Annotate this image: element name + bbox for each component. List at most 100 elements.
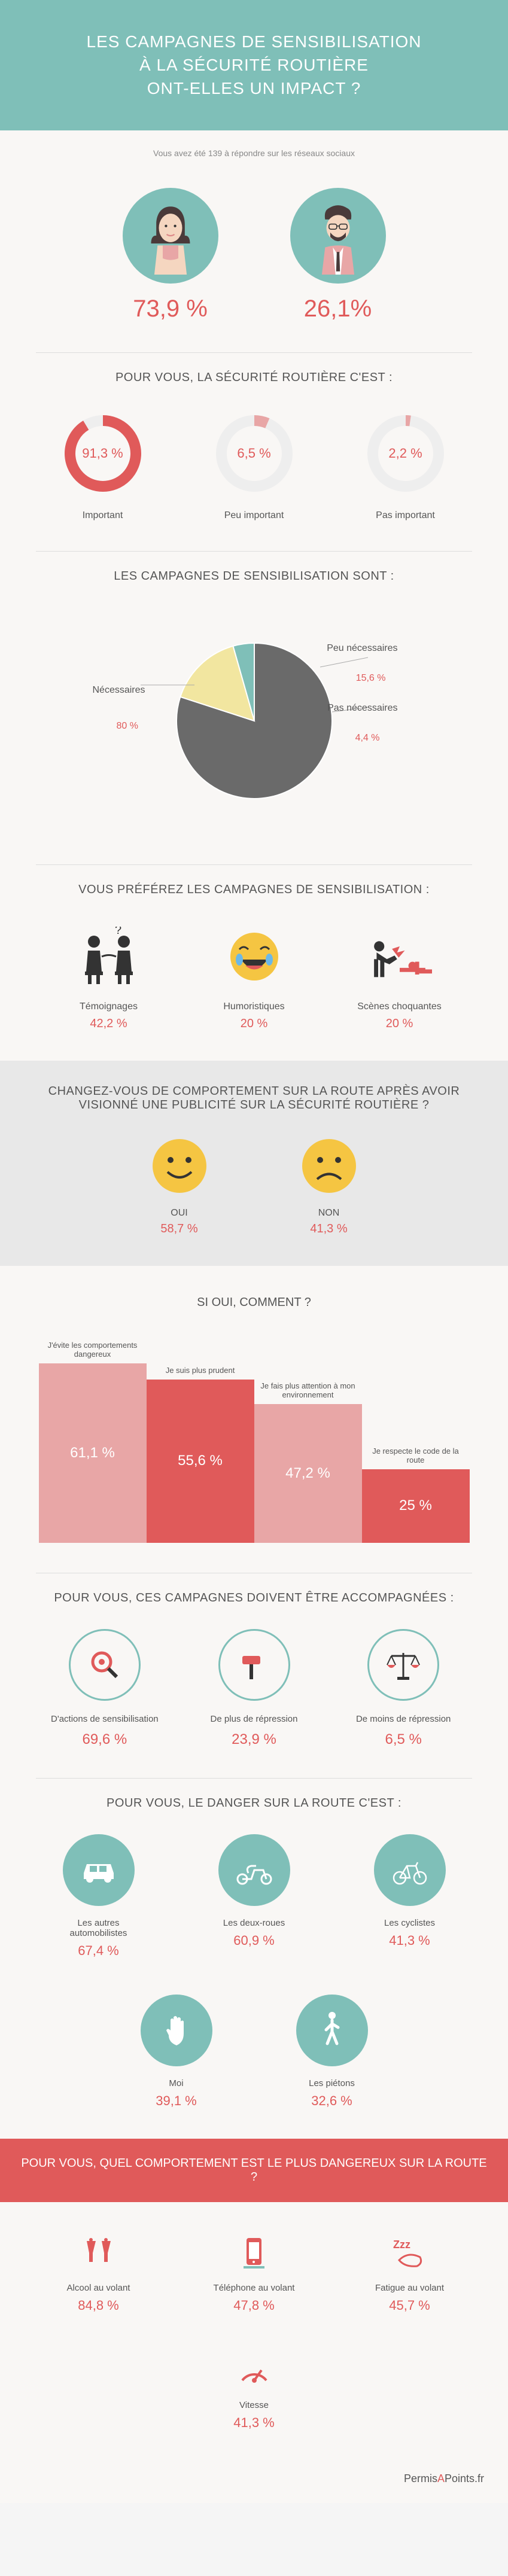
danger-1: Les deux-roues 60,9 % <box>206 1834 302 1959</box>
accomp-sensibilisation: D'actions de sensibilisation 69,6 % <box>36 1629 174 1748</box>
donut-label-2: Pas important <box>339 510 472 521</box>
pie-chart-svg <box>141 607 368 835</box>
bar-rect-0: 61,1 % <box>39 1363 147 1543</box>
bar-label-1: Je suis plus prudent <box>160 1350 241 1380</box>
worst-label-2: Fatigue au volant <box>362 2283 458 2293</box>
brand-ext: .fr <box>474 2473 484 2484</box>
title-line-1: LES CAMPAGNES DE SENSIBILISATION <box>87 32 422 51</box>
bar-label-3: Je respecte le code de la route <box>362 1439 470 1469</box>
worst-1: Téléphone au volant 47,8 % <box>206 2232 302 2313</box>
necessity-title: LES CAMPAGNES DE SENSIBILISATION SONT : <box>36 570 472 583</box>
donut-label-0: Important <box>36 510 169 521</box>
danger-2: Les cyclistes 41,3 % <box>362 1834 458 1959</box>
accomp-2-pct: 6,5 % <box>334 1731 472 1748</box>
accomp-1-label: De plus de répression <box>185 1713 323 1725</box>
male-percentage: 26,1% <box>290 296 386 322</box>
bar-rect-3: 25 % <box>362 1469 470 1543</box>
pie-pct-pas: 4,4 % <box>355 733 380 744</box>
danger-4: Les piétons 32,6 % <box>284 1995 380 2109</box>
behavior-title: CHANGEZ-VOUS DE COMPORTEMENT SUR LA ROUT… <box>36 1085 472 1112</box>
male-avatar-circle <box>290 188 386 284</box>
pie-label-pas: Pas nécessaires <box>327 703 397 714</box>
behavior-yes: OUI 58,7 % <box>150 1136 209 1236</box>
brand-a: A <box>437 2473 445 2484</box>
worst-pct-1: 47,8 % <box>206 2298 302 2313</box>
pref-shock-pct: 20 % <box>327 1017 472 1031</box>
car-icon <box>63 1834 135 1906</box>
pie-label-peu: Peu nécessaires <box>327 643 397 654</box>
danger-3: Moi 39,1 % <box>129 1995 224 2109</box>
female-percentage: 73,9 % <box>123 296 218 322</box>
donut-pct-0: 91,3 % <box>82 446 123 461</box>
worst-3: Vitesse 41,3 % <box>206 2349 302 2431</box>
preference-title: VOUS PRÉFÉREZ LES CAMPAGNES DE SENSIBILI… <box>36 883 472 897</box>
bar-3: Je respecte le code de la route 25 % <box>362 1439 470 1543</box>
pref-humor-pct: 20 % <box>181 1017 327 1031</box>
necessity-section: LES CAMPAGNES DE SENSIBILISATION SONT : … <box>0 552 508 864</box>
bar-label-0: J'évite les comportements dangereux <box>39 1333 147 1363</box>
worst-label-0: Alcool au volant <box>51 2283 147 2293</box>
danger-pct-4: 32,6 % <box>284 2093 380 2109</box>
phone-icon <box>206 2232 302 2274</box>
bicycle-icon <box>374 1834 446 1906</box>
yes-pct: 58,7 % <box>150 1222 209 1236</box>
danger-label-2: Les cyclistes <box>362 1918 458 1928</box>
preference-section: VOUS PRÉFÉREZ LES CAMPAGNES DE SENSIBILI… <box>0 865 508 1061</box>
danger-label-4: Les piétons <box>284 2078 380 2088</box>
donut-1: 6,5 % Peu important <box>187 409 321 521</box>
importance-title: POUR VOUS, LA SÉCURITÉ ROUTIÈRE C'EST : <box>36 371 472 385</box>
pie-label-necessary: Nécessaires <box>93 685 145 696</box>
brand-permis: Permis <box>404 2473 437 2484</box>
danger-section: POUR VOUS, LE DANGER SUR LA ROUTE C'EST … <box>0 1779 508 2139</box>
worst-label-1: Téléphone au volant <box>206 2283 302 2293</box>
survey-subtitle: Vous avez été 139 à répondre sur les rés… <box>0 130 508 170</box>
header-banner: LES CAMPAGNES DE SENSIBILISATION À LA SÉ… <box>0 0 508 130</box>
worst-pct-0: 84,8 % <box>51 2298 147 2313</box>
bar-2: Je fais plus attention à mon environneme… <box>254 1374 362 1543</box>
no-label: NON <box>299 1208 359 1219</box>
accomp-2-label: De moins de répression <box>334 1713 472 1725</box>
pref-testimony: ? Témoignages 42,2 % <box>36 921 181 1031</box>
worst-pct-2: 45,7 % <box>362 2298 458 2313</box>
alcohol-icon <box>51 2232 147 2274</box>
how-title: SI OUI, COMMENT ? <box>36 1296 472 1310</box>
accomp-1-pct: 23,9 % <box>185 1731 323 1748</box>
danger-pct-2: 41,3 % <box>362 1933 458 1948</box>
worst-2: Zzz Fatigue au volant 45,7 % <box>362 2232 458 2313</box>
hand-icon <box>141 1995 212 2066</box>
worst-label-3: Vitesse <box>206 2400 302 2410</box>
smile-icon <box>150 1136 209 1196</box>
footer-brand: PermisAPoints.fr <box>0 2461 508 2503</box>
walk-icon <box>296 1995 368 2066</box>
scale-icon <box>367 1629 439 1701</box>
donut-2: 2,2 % Pas important <box>339 409 472 521</box>
pref-shock-label: Scènes choquantes <box>327 1001 472 1012</box>
danger-title: POUR VOUS, LE DANGER SUR LA ROUTE C'EST … <box>36 1796 472 1810</box>
no-pct: 41,3 % <box>299 1222 359 1236</box>
pref-humor-label: Humoristiques <box>181 1001 327 1012</box>
danger-label-3: Moi <box>129 2078 224 2088</box>
gender-section: 73,9 % 26,1% <box>0 170 508 352</box>
magnify-icon <box>69 1629 141 1701</box>
female-avatar-circle <box>123 188 218 284</box>
worst-pct-3: 41,3 % <box>206 2415 302 2431</box>
sleep-icon: Zzz <box>362 2232 458 2274</box>
donut-pct-2: 2,2 % <box>388 446 422 461</box>
svg-text:Zzz: Zzz <box>393 2239 410 2251</box>
speed-icon <box>206 2349 302 2391</box>
yes-label: OUI <box>150 1208 209 1219</box>
main-title: LES CAMPAGNES DE SENSIBILISATION À LA SÉ… <box>24 30 484 101</box>
accomp-plus-repression: De plus de répression 23,9 % <box>185 1629 323 1748</box>
accompany-title: POUR VOUS, CES CAMPAGNES DOIVENT ÊTRE AC… <box>36 1591 472 1605</box>
pie-pct-necessary: 80 % <box>117 721 138 732</box>
bar-rect-1: 55,6 % <box>147 1380 254 1543</box>
brand-points: Points <box>445 2473 474 2484</box>
danger-pct-0: 67,4 % <box>51 1943 147 1959</box>
testimony-icon: ? <box>73 921 145 992</box>
danger-pct-1: 60,9 % <box>206 1933 302 1948</box>
worst-title: POUR VOUS, QUEL COMPORTEMENT EST LE PLUS… <box>21 2157 486 2184</box>
worst-section: Alcool au volant 84,8 % Téléphone au vol… <box>0 2202 508 2461</box>
necessity-pie: Nécessaires 80 % Peu nécessaires 15,6 % … <box>141 607 368 835</box>
accompany-section: POUR VOUS, CES CAMPAGNES DOIVENT ÊTRE AC… <box>0 1573 508 1778</box>
pref-testimony-pct: 42,2 % <box>36 1017 181 1031</box>
